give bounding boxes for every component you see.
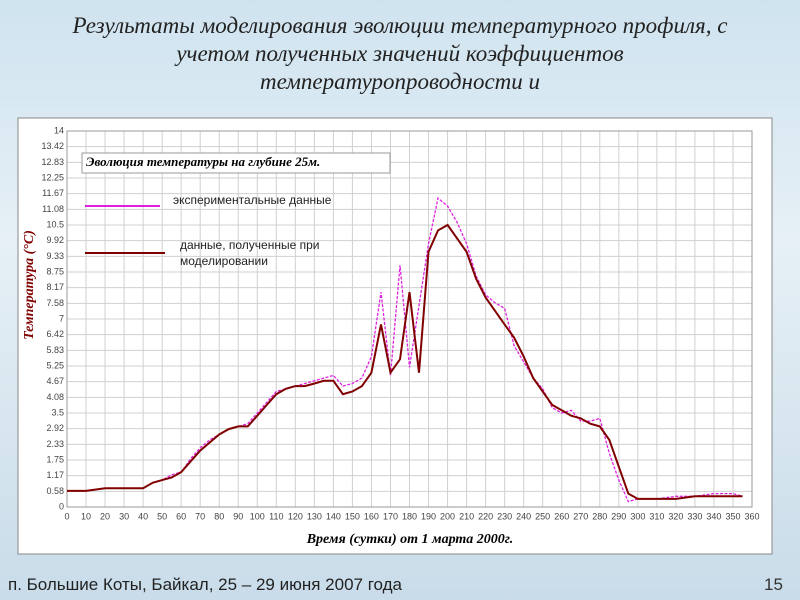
- legend-label: экспериментальные данные: [173, 193, 332, 207]
- x-tick-label: 320: [668, 511, 683, 521]
- footer: п. Большие Коты, Байкал, 25 – 29 июня 20…: [8, 575, 402, 594]
- x-tick-label: 150: [345, 511, 360, 521]
- x-tick-label: 80: [214, 511, 224, 521]
- y-tick-label: 9.92: [46, 235, 64, 245]
- x-tick-label: 260: [554, 511, 569, 521]
- x-tick-label: 360: [744, 511, 759, 521]
- chart-title: Эволюция температуры на глубине 25м.: [86, 154, 320, 169]
- y-tick-label: 1.75: [46, 454, 64, 464]
- legend-item: экспериментальные данные: [173, 193, 332, 207]
- x-tick-label: 20: [100, 511, 110, 521]
- series-line: [67, 196, 743, 503]
- x-tick-label: 330: [687, 511, 702, 521]
- y-tick-label: 12.83: [41, 157, 64, 167]
- y-tick-label: 3.5: [51, 407, 64, 417]
- x-tick-label: 190: [421, 511, 436, 521]
- x-tick-label: 300: [630, 511, 645, 521]
- x-tick-label: 100: [250, 511, 265, 521]
- x-axis-label: Время (сутки) от 1 марта 2000г.: [306, 532, 514, 547]
- chart-frame: [17, 117, 773, 555]
- y-axis-label: Температура (°C): [22, 230, 37, 340]
- legend-label: данные, полученные при моделировании: [180, 238, 320, 268]
- x-tick-label: 310: [649, 511, 664, 521]
- y-tick-label: 9.33: [46, 251, 64, 261]
- x-tick-label: 40: [138, 511, 148, 521]
- x-tick-label: 210: [459, 511, 474, 521]
- y-tick-label: 2.92: [46, 423, 64, 433]
- chart-title-box: [81, 152, 391, 174]
- x-tick-label: 10: [81, 511, 91, 521]
- y-tick-label: 0: [59, 501, 64, 511]
- x-tick-label: 140: [326, 511, 341, 521]
- x-tick-label: 350: [725, 511, 740, 521]
- y-tick-label: 4.67: [46, 376, 64, 386]
- x-tick-label: 70: [195, 511, 205, 521]
- x-tick-label: 200: [440, 511, 455, 521]
- y-tick-label: 10.5: [46, 219, 64, 229]
- x-tick-label: 230: [497, 511, 512, 521]
- x-tick-label: 110: [269, 511, 283, 521]
- x-tick-label: 120: [288, 511, 303, 521]
- axis-frame: [66, 130, 753, 508]
- y-tick-label: 5.83: [46, 345, 64, 355]
- plot-area: 0 0.58 1.17 1.75 2.33 2.92 3.5 4.08 4.67 5.25 5.83…: [41, 125, 759, 521]
- slide-title: Результаты моделирования эволюции темпер…: [72, 13, 728, 94]
- y-tick-label: 0.58: [46, 486, 64, 496]
- x-tick-label: 30: [119, 511, 129, 521]
- x-tick-label: 340: [706, 511, 721, 521]
- x-tick-label: 250: [535, 511, 550, 521]
- y-tick-label: 13.42: [41, 141, 64, 151]
- series-line: [67, 223, 743, 500]
- y-tick-label: 1.17: [46, 470, 64, 480]
- x-tick-label: 240: [516, 511, 531, 521]
- x-tick-label: 220: [478, 511, 493, 521]
- y-tick-label: 11.67: [42, 188, 64, 198]
- y-tick-label: 11.08: [42, 204, 64, 214]
- legend-item: данные, полученные при моделировании: [180, 238, 320, 268]
- y-tick-label: 8.75: [46, 266, 64, 276]
- x-tick-label: 160: [364, 511, 379, 521]
- y-tick-label: 7.58: [46, 298, 64, 308]
- x-tick-label: 180: [402, 511, 417, 521]
- x-tick-label: 90: [233, 511, 243, 521]
- y-tick-label: 14: [54, 125, 64, 135]
- y-tick-label: 6.42: [46, 329, 64, 339]
- y-tick-label: 12.25: [41, 172, 64, 182]
- y-tick-label: 7: [59, 313, 64, 323]
- x-tick-label: 0: [64, 511, 69, 521]
- x-tick-label: 290: [611, 511, 626, 521]
- y-tick-label: 8.17: [46, 282, 64, 292]
- x-tick-label: 130: [307, 511, 322, 521]
- x-tick-label: 280: [592, 511, 607, 521]
- y-tick-label: 4.08: [46, 392, 64, 402]
- y-tick-label: 5.25: [46, 360, 64, 370]
- x-tick-label: 170: [383, 511, 398, 521]
- x-tick-label: 270: [573, 511, 588, 521]
- x-tick-label: 50: [157, 511, 167, 521]
- x-tick-label: 60: [176, 511, 186, 521]
- page-number: 15: [764, 575, 783, 594]
- y-tick-label: 2.33: [46, 439, 64, 449]
